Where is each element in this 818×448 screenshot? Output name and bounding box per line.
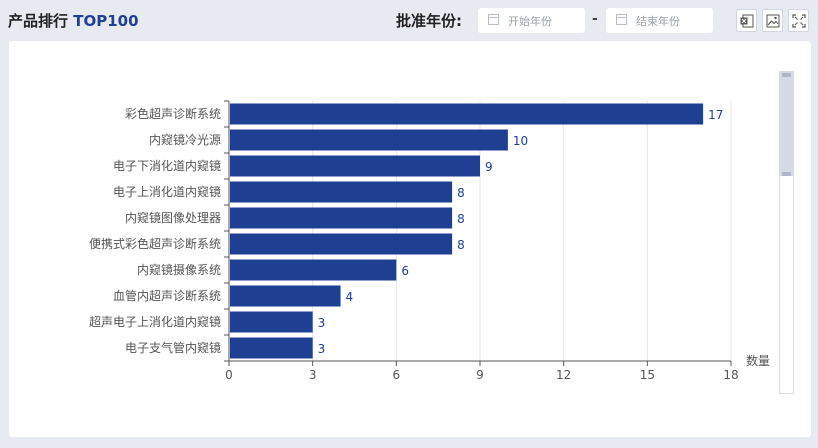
start-year-input[interactable]: 开始年份 bbox=[478, 8, 585, 33]
image-export-icon bbox=[766, 14, 780, 28]
category-label: 彩色超声诊断系统 bbox=[125, 106, 221, 121]
bar-value-label: 6 bbox=[401, 264, 409, 278]
fullscreen-button[interactable] bbox=[788, 9, 809, 32]
bar bbox=[230, 155, 480, 177]
end-year-placeholder: 结束年份 bbox=[636, 15, 680, 28]
export-excel-button[interactable] bbox=[736, 9, 757, 32]
bar-value-label: 17 bbox=[708, 108, 723, 122]
x-tick-label: 18 bbox=[723, 368, 738, 382]
x-axis-title: 数量 bbox=[746, 353, 770, 368]
page-title: 产品排行 TOP100 bbox=[8, 10, 139, 31]
data-zoom-handle-top[interactable] bbox=[782, 73, 791, 77]
fullscreen-icon bbox=[792, 14, 806, 28]
bar bbox=[230, 311, 313, 333]
category-label: 内窥镜摄像系统 bbox=[137, 262, 221, 277]
bar-value-label: 8 bbox=[457, 186, 465, 200]
export-image-button[interactable] bbox=[762, 9, 783, 32]
bar-value-label: 8 bbox=[457, 212, 465, 226]
bar-value-label: 3 bbox=[318, 316, 326, 330]
x-tick-label: 6 bbox=[393, 368, 401, 382]
x-tick-label: 12 bbox=[556, 368, 571, 382]
excel-export-icon bbox=[740, 14, 754, 28]
page-title-text: 产品排行 bbox=[8, 12, 74, 30]
category-label: 电子下消化道内窥镜 bbox=[113, 158, 221, 173]
x-tick-label: 0 bbox=[225, 368, 233, 382]
x-tick-label: 15 bbox=[640, 368, 655, 382]
page-title-accent: TOP100 bbox=[73, 12, 139, 30]
bar bbox=[230, 103, 704, 125]
data-zoom-window[interactable] bbox=[779, 72, 794, 176]
bar-value-label: 9 bbox=[485, 160, 493, 174]
start-year-placeholder: 开始年份 bbox=[508, 15, 552, 28]
data-zoom-handle-bottom[interactable] bbox=[782, 172, 791, 176]
calendar-icon bbox=[616, 14, 627, 25]
range-separator: - bbox=[592, 11, 598, 27]
end-year-input[interactable]: 结束年份 bbox=[606, 8, 713, 33]
bar-value-label: 10 bbox=[513, 134, 528, 148]
x-tick-label: 9 bbox=[476, 368, 484, 382]
category-label: 电子上消化道内窥镜 bbox=[113, 184, 221, 199]
x-tick-label: 3 bbox=[309, 368, 317, 382]
bar bbox=[230, 337, 313, 359]
bar bbox=[230, 259, 397, 281]
bar-value-label: 8 bbox=[457, 238, 465, 252]
category-label: 血管内超声诊断系统 bbox=[113, 288, 221, 303]
category-label: 超声电子上消化道内窥镜 bbox=[89, 314, 221, 329]
bar-value-label: 3 bbox=[318, 342, 326, 356]
bar bbox=[230, 129, 508, 151]
category-label: 便携式彩色超声诊断系统 bbox=[89, 236, 221, 251]
header-bar: 产品排行 TOP100 批准年份: 开始年份 - 结束年份 bbox=[0, 0, 818, 40]
bar bbox=[230, 233, 453, 255]
bar bbox=[230, 181, 453, 203]
approval-year-label: 批准年份: bbox=[396, 12, 462, 30]
category-label: 内窥镜图像处理器 bbox=[125, 210, 221, 225]
category-label: 电子支气管内窥镜 bbox=[125, 340, 221, 355]
calendar-icon bbox=[488, 14, 499, 25]
bar bbox=[230, 285, 341, 307]
bar bbox=[230, 207, 453, 229]
bar-value-label: 4 bbox=[346, 290, 354, 304]
category-label: 内窥镜冷光源 bbox=[149, 132, 221, 147]
